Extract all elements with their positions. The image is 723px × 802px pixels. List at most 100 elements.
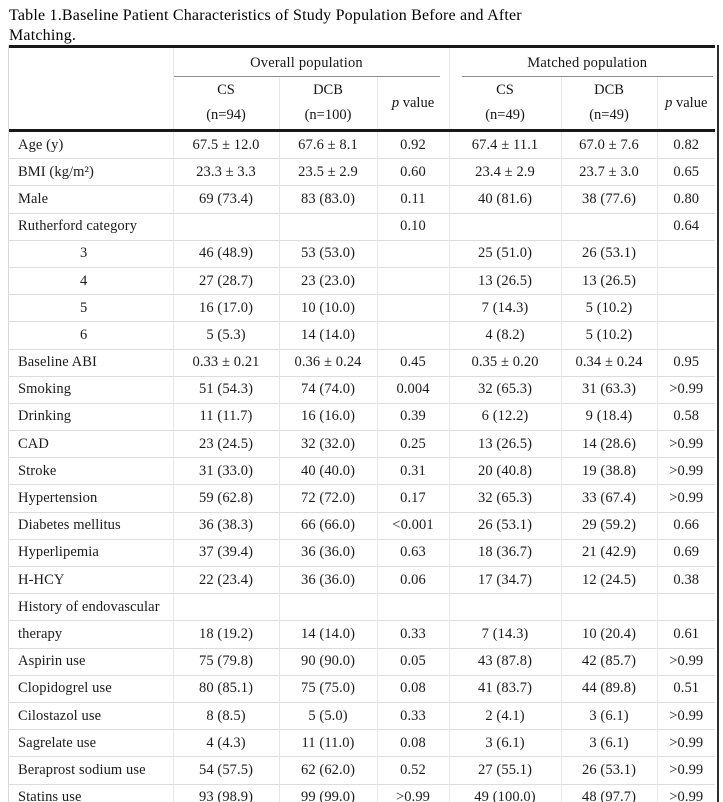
cell: 0.95 bbox=[656, 348, 716, 377]
row-label: Baseline ABI bbox=[8, 348, 173, 377]
cell: 44 (89.8) bbox=[560, 674, 658, 703]
cell: 0.004 bbox=[376, 375, 450, 404]
cell: 0.33 bbox=[376, 701, 450, 730]
cell: 41 (83.7) bbox=[448, 674, 562, 703]
row-label: Age (y) bbox=[18, 136, 64, 153]
cell: 18 (19.2) bbox=[172, 620, 279, 649]
cell: 42 (85.7) bbox=[560, 647, 658, 676]
column-header-overall-dcb: DCB (n=100) bbox=[278, 77, 377, 131]
cell: 3 (6.1) bbox=[560, 701, 658, 730]
cell: 26 (53.1) bbox=[560, 756, 658, 784]
cell: 10 (10.0) bbox=[278, 294, 377, 322]
cell: 0.69 bbox=[656, 538, 716, 567]
table-row: Baseline ABI 0.33 ± 0.21 0.36 ± 0.24 0.45 0.… bbox=[8, 348, 716, 377]
cell: >0.99 bbox=[656, 647, 716, 676]
cell: 99 (99.0) bbox=[278, 783, 377, 802]
table-row: Drinking 11 (11.7) 16 (16.0) 0.39 6 (12.2) 9 … bbox=[8, 402, 716, 431]
cell: 23 (23.0) bbox=[278, 266, 377, 295]
cell: 93 (98.9) bbox=[172, 783, 279, 802]
cell: 3 (6.1) bbox=[560, 729, 658, 757]
cell: >0.99 bbox=[656, 375, 716, 404]
cell: 0.92 bbox=[376, 130, 450, 159]
cell bbox=[376, 321, 450, 349]
cell: 0.52 bbox=[376, 756, 450, 784]
cell: 49 (100.0) bbox=[448, 783, 562, 802]
table-row: H-HCY 22 (23.4) 36 (36.0) 0.06 17 (34.7) 12 (… bbox=[8, 565, 716, 594]
cell: 23.4 ± 2.9 bbox=[448, 158, 562, 186]
table-caption-line2: Matching. bbox=[9, 26, 77, 44]
table-row: 5 16 (17.0) 10 (10.0) 7 (14.3) 5 (10.2) bbox=[8, 294, 716, 322]
cell: 13 (26.5) bbox=[448, 266, 562, 295]
cell: 11 (11.7) bbox=[172, 402, 279, 431]
cell: >0.99 bbox=[376, 783, 450, 802]
cell: 74 (74.0) bbox=[278, 375, 377, 404]
cell bbox=[656, 593, 716, 621]
row-label: Cilostazol use bbox=[8, 701, 173, 730]
cell bbox=[376, 266, 450, 295]
row-label: Male bbox=[8, 185, 173, 214]
cell bbox=[172, 593, 279, 621]
row-label: therapy bbox=[8, 620, 173, 649]
cell: 0.61 bbox=[656, 620, 716, 649]
cell: 0.38 bbox=[656, 565, 716, 594]
cell: 0.10 bbox=[376, 212, 450, 241]
right-edge-line bbox=[716, 45, 719, 802]
cell: 16 (16.0) bbox=[278, 402, 377, 431]
table-row: therapy 18 (19.2) 14 (14.0) 0.33 7 (14.3) 10 … bbox=[8, 620, 716, 649]
table-row: Stroke 31 (33.0) 40 (40.0) 0.31 20 (40.8) 19 … bbox=[8, 457, 716, 485]
cell bbox=[656, 239, 716, 268]
cell bbox=[560, 593, 658, 621]
row-label: CAD bbox=[8, 430, 173, 458]
cell: 43 (87.8) bbox=[448, 647, 562, 676]
row-label: Statins use bbox=[8, 783, 173, 802]
table-row: 4 27 (28.7) 23 (23.0) 13 (26.5) 13 (26.5) bbox=[8, 266, 716, 295]
cell: 0.05 bbox=[376, 647, 450, 676]
cell: 40 (81.6) bbox=[448, 185, 562, 214]
cell bbox=[278, 212, 377, 241]
column-header-matched-dcb-n: (n=49) bbox=[589, 107, 629, 123]
cell: 32 (65.3) bbox=[448, 375, 562, 404]
left-edge-line bbox=[8, 45, 9, 802]
empty-corner-cell bbox=[8, 47, 173, 78]
cell: 25 (51.0) bbox=[448, 239, 562, 268]
cell: 80 (85.1) bbox=[172, 674, 279, 703]
cell: 0.25 bbox=[376, 430, 450, 458]
row-label: Stroke bbox=[8, 457, 173, 485]
cell: 4 (4.3) bbox=[172, 729, 279, 757]
table-row: Smoking 51 (54.3) 74 (74.0) 0.004 32 (65.3) 3… bbox=[8, 375, 716, 404]
table-body: Age (y) 67.5 ± 12.0 67.6 ± 8.1 0.92 67.4 ± 1… bbox=[8, 130, 716, 802]
table-row: Beraprost sodium use 54 (57.5) 62 (62.0) 0.… bbox=[8, 756, 716, 784]
cell: 67.4 ± 11.1 bbox=[448, 130, 562, 159]
cell: 90 (90.0) bbox=[278, 647, 377, 676]
cell: 4 (8.2) bbox=[448, 321, 562, 349]
cell: 38 (77.6) bbox=[560, 185, 658, 214]
column-header-overall-dcb-n: (n=100) bbox=[304, 107, 352, 123]
cell: 67.5 ± 12.0 bbox=[172, 130, 279, 159]
baseline-characteristics-table: Overall population Matched population CS… bbox=[8, 45, 719, 802]
table-caption-line1: Table 1.Baseline Patient Characteristics… bbox=[9, 7, 522, 24]
cell: 32 (65.3) bbox=[448, 484, 562, 513]
table-row: Aspirin use 75 (79.8) 90 (90.0) 0.05 43 (87.… bbox=[8, 647, 716, 676]
cell: 0.64 bbox=[656, 212, 716, 241]
table-row: Age (y) 67.5 ± 12.0 67.6 ± 8.1 0.92 67.4 ± 1… bbox=[8, 130, 716, 159]
row-label: 3 bbox=[8, 239, 173, 268]
cell: 0.33 ± 0.21 bbox=[172, 348, 279, 377]
cell: 5 (10.2) bbox=[560, 321, 658, 349]
cell: 26 (53.1) bbox=[560, 239, 658, 268]
cell bbox=[656, 294, 716, 322]
cell: 33 (67.4) bbox=[560, 484, 658, 513]
column-header-overall-dcb-name: DCB bbox=[313, 82, 343, 98]
cell: <0.001 bbox=[376, 511, 450, 540]
cell: 0.80 bbox=[656, 185, 716, 214]
cell: 62 (62.0) bbox=[278, 756, 377, 784]
cell: 31 (33.0) bbox=[172, 457, 279, 485]
table-row: Rutherford category 0.10 0.64 bbox=[8, 212, 716, 241]
cell: 66 (66.0) bbox=[278, 511, 377, 540]
cell: 40 (40.0) bbox=[278, 457, 377, 485]
table-row: Cilostazol use 8 (8.5) 5 (5.0) 0.33 2 (4.1) 3… bbox=[8, 701, 716, 730]
row-label: 6 bbox=[8, 321, 173, 349]
cell: 5 (10.2) bbox=[560, 294, 658, 322]
cell: 19 (38.8) bbox=[560, 457, 658, 485]
column-header-overall-cs-name: CS bbox=[217, 82, 235, 98]
cell: 51 (54.3) bbox=[172, 375, 279, 404]
